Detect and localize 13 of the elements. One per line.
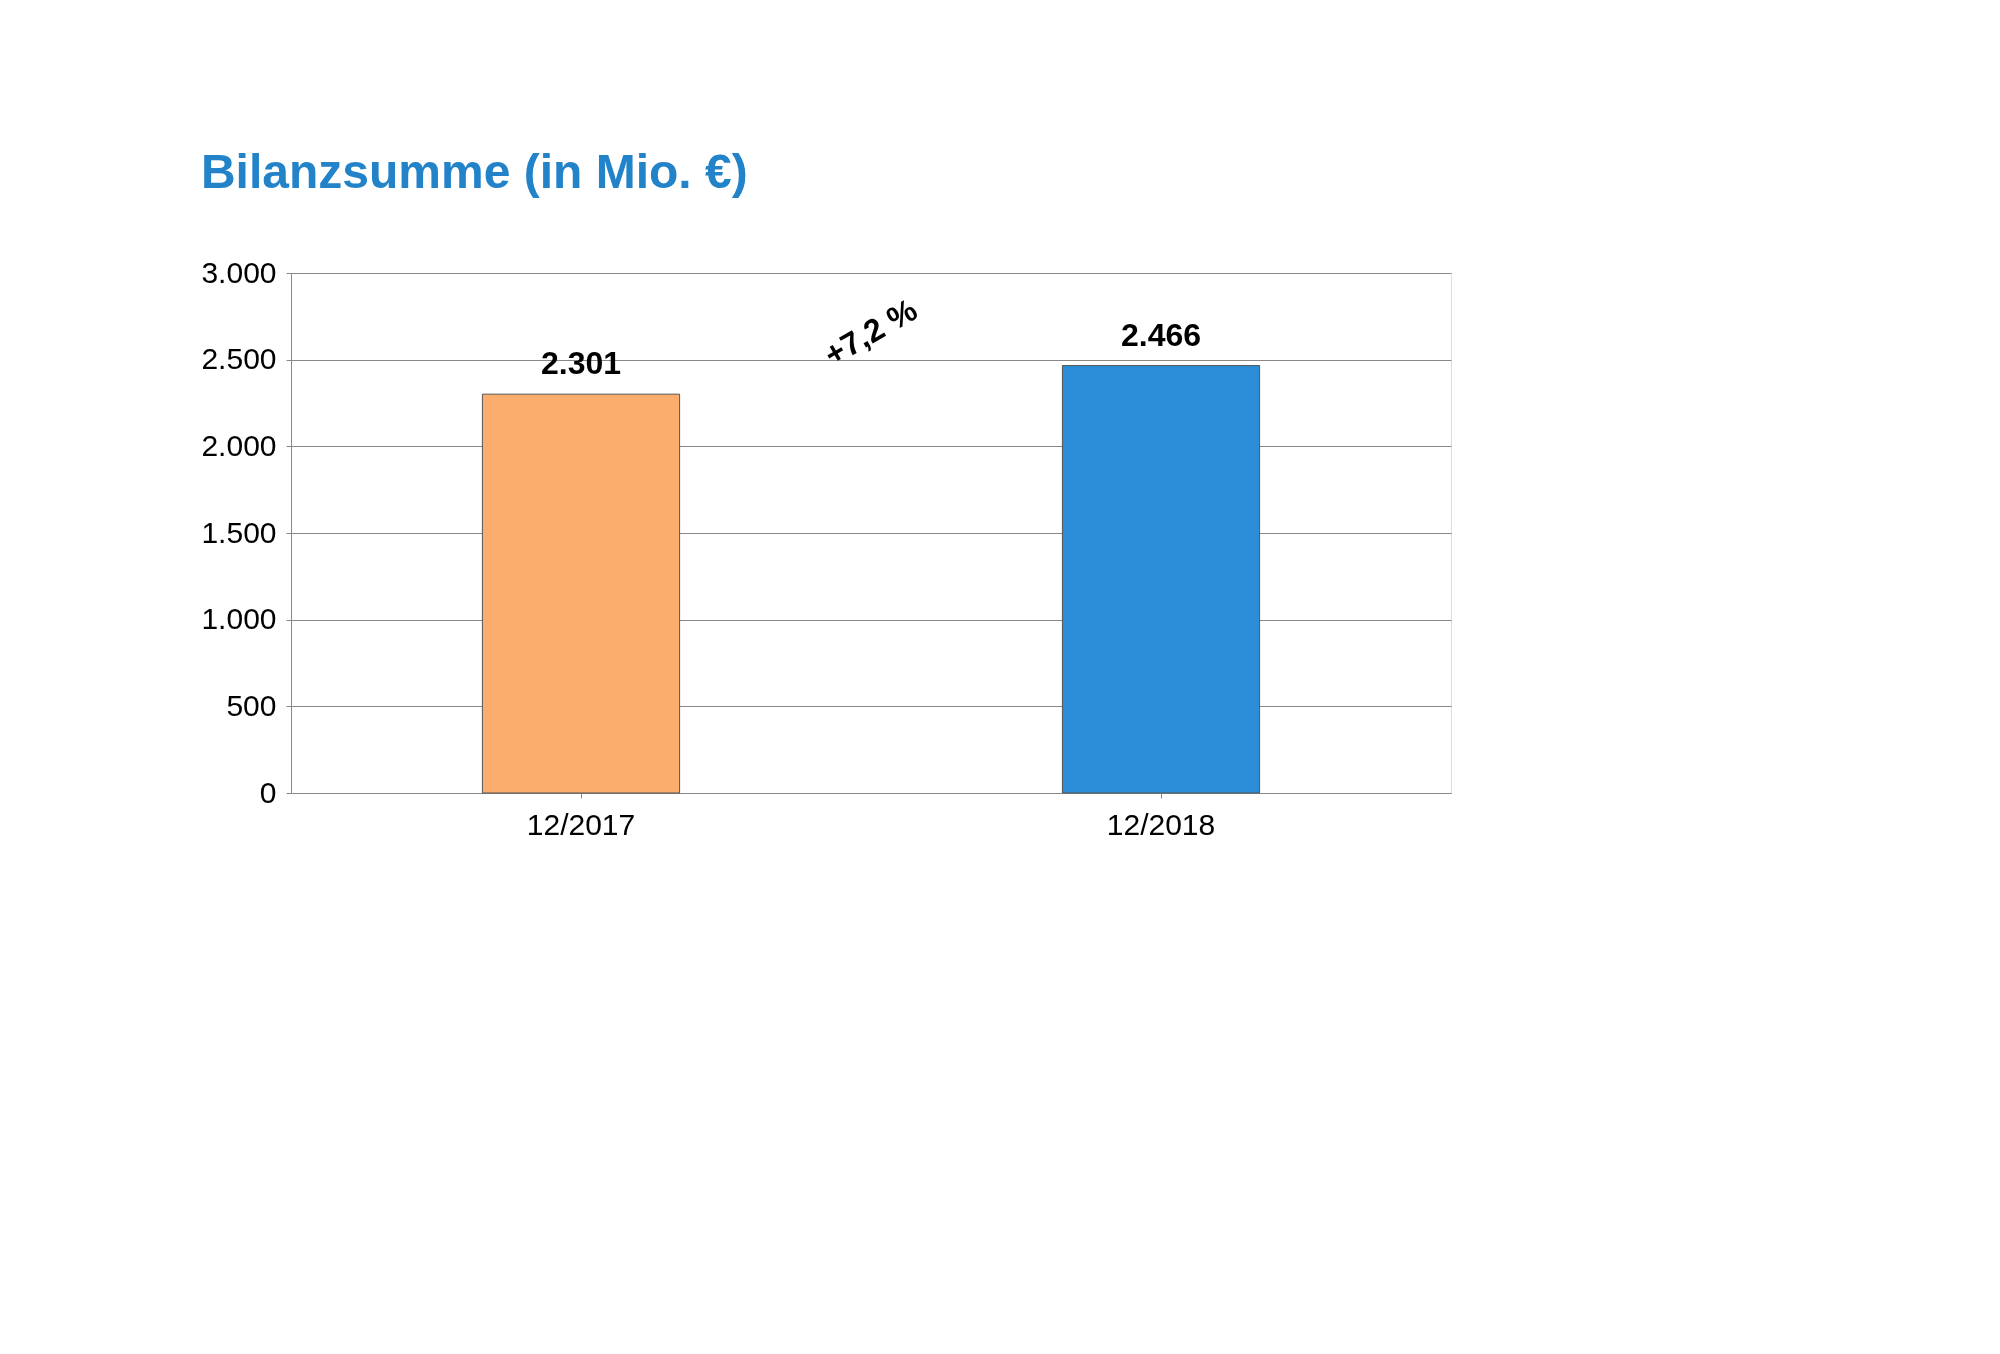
y-tick-label: 1.000: [201, 602, 277, 636]
chart-title: Bilanzsumme (in Mio. €): [200, 145, 748, 198]
data-label: 2.301: [540, 345, 622, 382]
x-tick-label: 12/2018: [1106, 807, 1216, 841]
y-tick-label: 2.000: [201, 428, 277, 462]
x-tick-label: 12/2017: [526, 807, 636, 841]
y-tick-label: 0: [259, 775, 277, 809]
y-tick-label: 2.500: [201, 342, 277, 376]
y-tick-label: 1.500: [201, 515, 277, 549]
annotation: +7,2 %: [817, 291, 924, 373]
data-label: 2.466: [1120, 316, 1202, 353]
y-tick-label: 3.000: [201, 255, 277, 289]
y-tick-label: 500: [226, 688, 277, 722]
